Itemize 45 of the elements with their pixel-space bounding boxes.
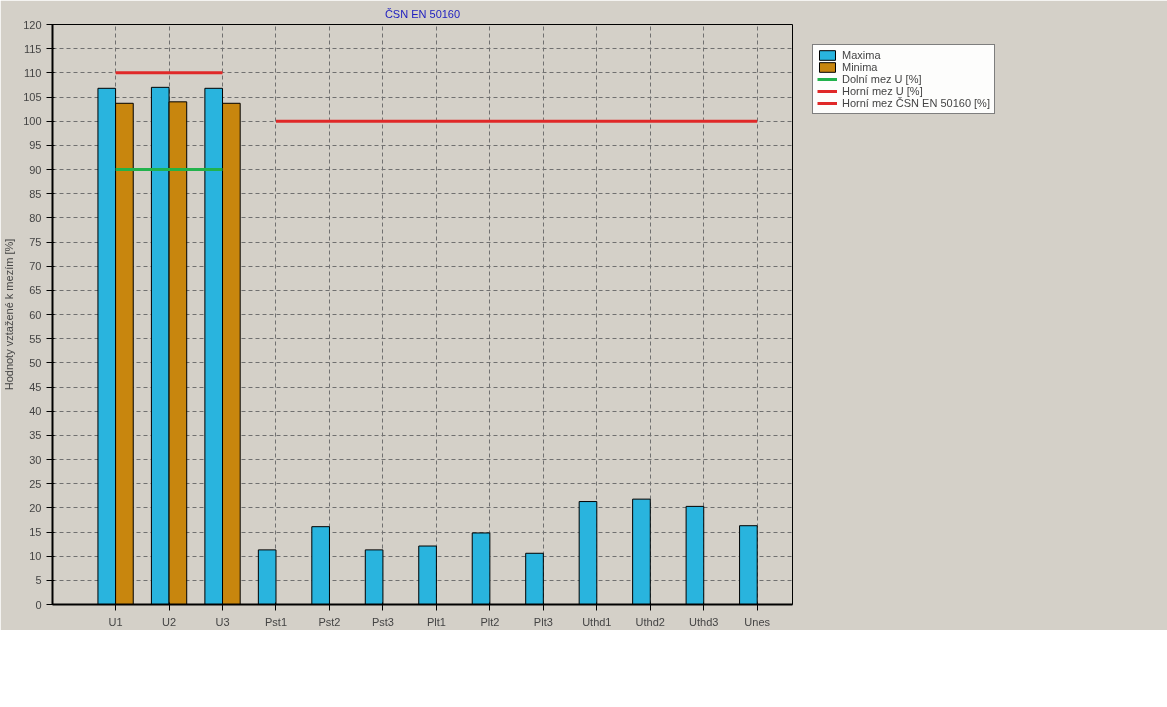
x-tick-label: Pst2 [318, 615, 341, 628]
legend-label: Horní mez U [%] [842, 85, 923, 97]
y-tick-label: 120 [23, 18, 42, 31]
y-tick-label: 75 [29, 236, 42, 248]
y-tick-label: 85 [29, 187, 42, 200]
y-tick-label: 65 [29, 284, 42, 297]
x-tick-label: Plt2 [480, 615, 500, 628]
y-tick-label: 40 [29, 405, 42, 418]
y-tick-label: 5 [35, 574, 42, 587]
x-tick-label: Unes [744, 615, 771, 628]
y-tick-label: 35 [29, 429, 42, 442]
y-tick-label: 115 [23, 42, 42, 55]
legend-label: Maxima [842, 49, 881, 61]
y-tick-label: 100 [23, 115, 42, 128]
x-tick-label: Pst1 [264, 615, 288, 628]
x-tick-label: Pst3 [371, 615, 394, 628]
x-tick-label: U2 [162, 615, 177, 628]
y-tick-label: 105 [23, 91, 42, 103]
chart-title: ČSN EN 50160 [384, 7, 461, 20]
y-tick-label: 0 [35, 598, 42, 611]
x-tick-label: Plt3 [533, 615, 553, 628]
y-tick-label: 110 [23, 66, 42, 79]
y-tick-label: 20 [29, 501, 42, 514]
y-tick-label: 45 [29, 381, 42, 393]
x-tick-label: U1 [108, 615, 123, 628]
y-tick-label: 60 [29, 308, 42, 321]
y-tick-label: 55 [29, 332, 42, 345]
x-tick-label: Plt1 [426, 615, 446, 628]
y-tick-label: 50 [29, 356, 42, 369]
y-tick-label: 80 [29, 211, 42, 224]
x-tick-label: Uthd3 [689, 615, 719, 628]
y-axis-title: Hodnoty vztažené k mezím [%] [3, 238, 16, 391]
x-tick-label: U3 [215, 615, 230, 628]
legend-label: Dolní mez U [%] [842, 73, 922, 85]
x-tick-label: Uthd2 [635, 615, 665, 628]
y-tick-label: 70 [29, 260, 42, 273]
y-tick-label: 90 [29, 163, 42, 176]
legend-label: Minima [842, 61, 878, 73]
y-tick-label: 30 [29, 453, 42, 466]
y-tick-label: 10 [29, 550, 42, 563]
y-tick-label: 95 [29, 139, 42, 152]
y-tick-label: 15 [29, 526, 42, 538]
legend-label: Horní mez ČSN EN 50160 [%] [842, 97, 990, 109]
x-tick-label: Uthd1 [582, 615, 612, 628]
y-tick-label: 25 [29, 477, 42, 490]
